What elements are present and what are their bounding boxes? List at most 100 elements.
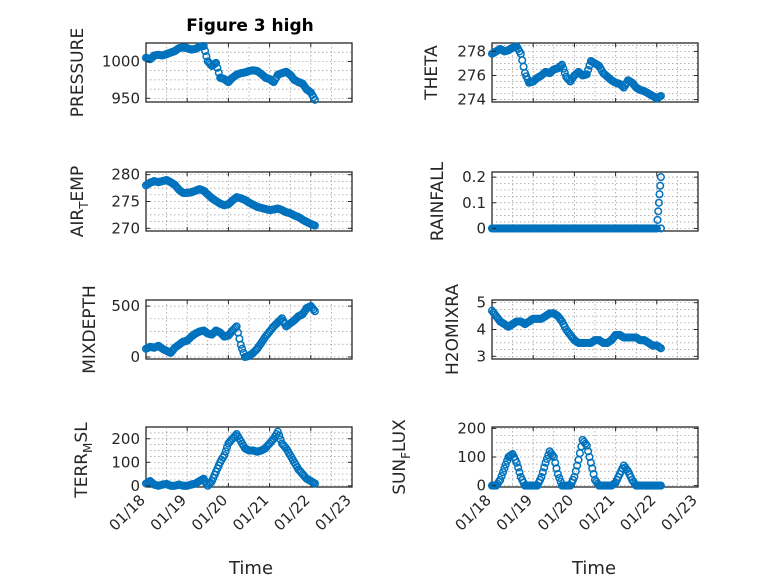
ytick-label: 3 [476, 347, 486, 365]
data-point [655, 343, 664, 352]
data-point [308, 303, 317, 312]
data-point [514, 463, 523, 472]
data-point [266, 325, 276, 334]
data-point [573, 461, 582, 470]
data-point [654, 207, 663, 216]
data-point [221, 447, 230, 456]
data-point [563, 74, 572, 83]
data-point [202, 52, 211, 61]
data-point [581, 439, 590, 448]
data-point [266, 437, 276, 446]
data-point [655, 92, 664, 101]
data-point [579, 437, 589, 446]
ytick-label: 0.1 [462, 194, 486, 212]
data-point [287, 72, 296, 81]
xtick-label: 01/19 [493, 491, 536, 534]
markers-mixdepth [141, 302, 319, 362]
ytick-label: 0 [130, 477, 140, 495]
data-point [201, 47, 210, 56]
data-point [589, 470, 598, 479]
data-point [571, 70, 580, 79]
ytick-label: 0 [476, 477, 486, 495]
xtick-label: 01/21 [575, 491, 618, 534]
data-point [172, 182, 181, 191]
ytick-label: 5 [476, 294, 486, 312]
data-point [542, 454, 551, 463]
xtick-label: 01/20 [534, 491, 577, 534]
xtick-label: 01/22 [270, 491, 313, 534]
data-point [654, 198, 663, 207]
data-point [548, 451, 557, 460]
data-point [540, 463, 549, 472]
panel-rainfall: 0 0.1 0.2 RAINFALL [428, 161, 699, 241]
xtick-label: 01/22 [616, 491, 659, 534]
ytick-label: 0 [130, 348, 140, 366]
data-point [168, 347, 177, 356]
markers-h2omixra [487, 306, 665, 353]
data-point [519, 62, 528, 71]
data-point [209, 329, 218, 338]
panel-air-temp: 270 275 280 AIRTEMP [68, 166, 353, 237]
data-point [655, 190, 664, 199]
data-point [568, 475, 578, 484]
panel-pressure: 950 1000 PRESSURE [68, 28, 353, 117]
xtick-label: 01/18 [106, 491, 149, 534]
panel-theta: 274 276 278 THETA [422, 42, 699, 109]
data-point [511, 455, 520, 464]
yticks-pressure: 950 1000 [102, 52, 352, 107]
yticks-theta: 274 276 278 [457, 42, 698, 109]
ylabel-sun-flux: SUNFLUX [390, 419, 413, 495]
markers-terr-msl [141, 427, 319, 490]
data-point [651, 93, 660, 102]
ylabel-h2omixra: H2OMIXRA [443, 284, 463, 375]
ylabel-mixdepth: MIXDEPTH [80, 285, 100, 374]
data-point [238, 344, 247, 353]
ytick-label: 270 [111, 219, 140, 237]
data-point [555, 63, 564, 72]
ytick-label: 275 [111, 193, 140, 211]
ytick-label: 200 [111, 430, 140, 448]
ytick-label: 100 [457, 448, 486, 466]
xtick-label: 01/21 [229, 491, 272, 534]
data-point [563, 327, 572, 336]
data-point [493, 479, 502, 488]
data-point [309, 305, 318, 314]
ylabel-air-temp: AIRTEMP [68, 166, 91, 237]
data-point [629, 80, 638, 89]
data-point [567, 332, 576, 341]
data-point [527, 481, 536, 490]
data-point [552, 464, 561, 473]
yticks-sun-flux: 0 100 200 [457, 419, 698, 495]
data-point [262, 442, 271, 451]
ytick-label: 0 [476, 219, 486, 237]
xtick-label: 01/18 [452, 491, 495, 534]
xtick-label: 01/20 [188, 491, 231, 534]
data-point [501, 460, 510, 469]
markers-theta [487, 42, 665, 103]
ytick-label: 950 [111, 89, 140, 107]
ytick-label: 274 [457, 91, 486, 109]
data-point [656, 181, 665, 190]
data-point [515, 47, 524, 56]
data-point [205, 480, 214, 489]
panel-mixdepth: 0 500 MIXDEPTH [80, 285, 353, 374]
data-point [573, 69, 582, 78]
data-point [621, 463, 630, 472]
figure-title: Figure 3 high [186, 16, 314, 36]
xtick-label: 01/23 [658, 491, 701, 534]
data-point [536, 475, 545, 484]
data-point [498, 468, 508, 477]
data-point [493, 313, 502, 322]
yticks-h2omixra: 3 4 5 [476, 294, 698, 365]
ytick-label: 500 [111, 297, 140, 315]
ylabel-theta: THETA [422, 45, 442, 101]
ylabel-pressure: PRESSURE [68, 28, 88, 117]
data-point [584, 65, 593, 74]
data-point [309, 93, 318, 102]
data-point [497, 471, 506, 481]
data-point [194, 185, 203, 194]
markers-air-temp [141, 175, 319, 230]
